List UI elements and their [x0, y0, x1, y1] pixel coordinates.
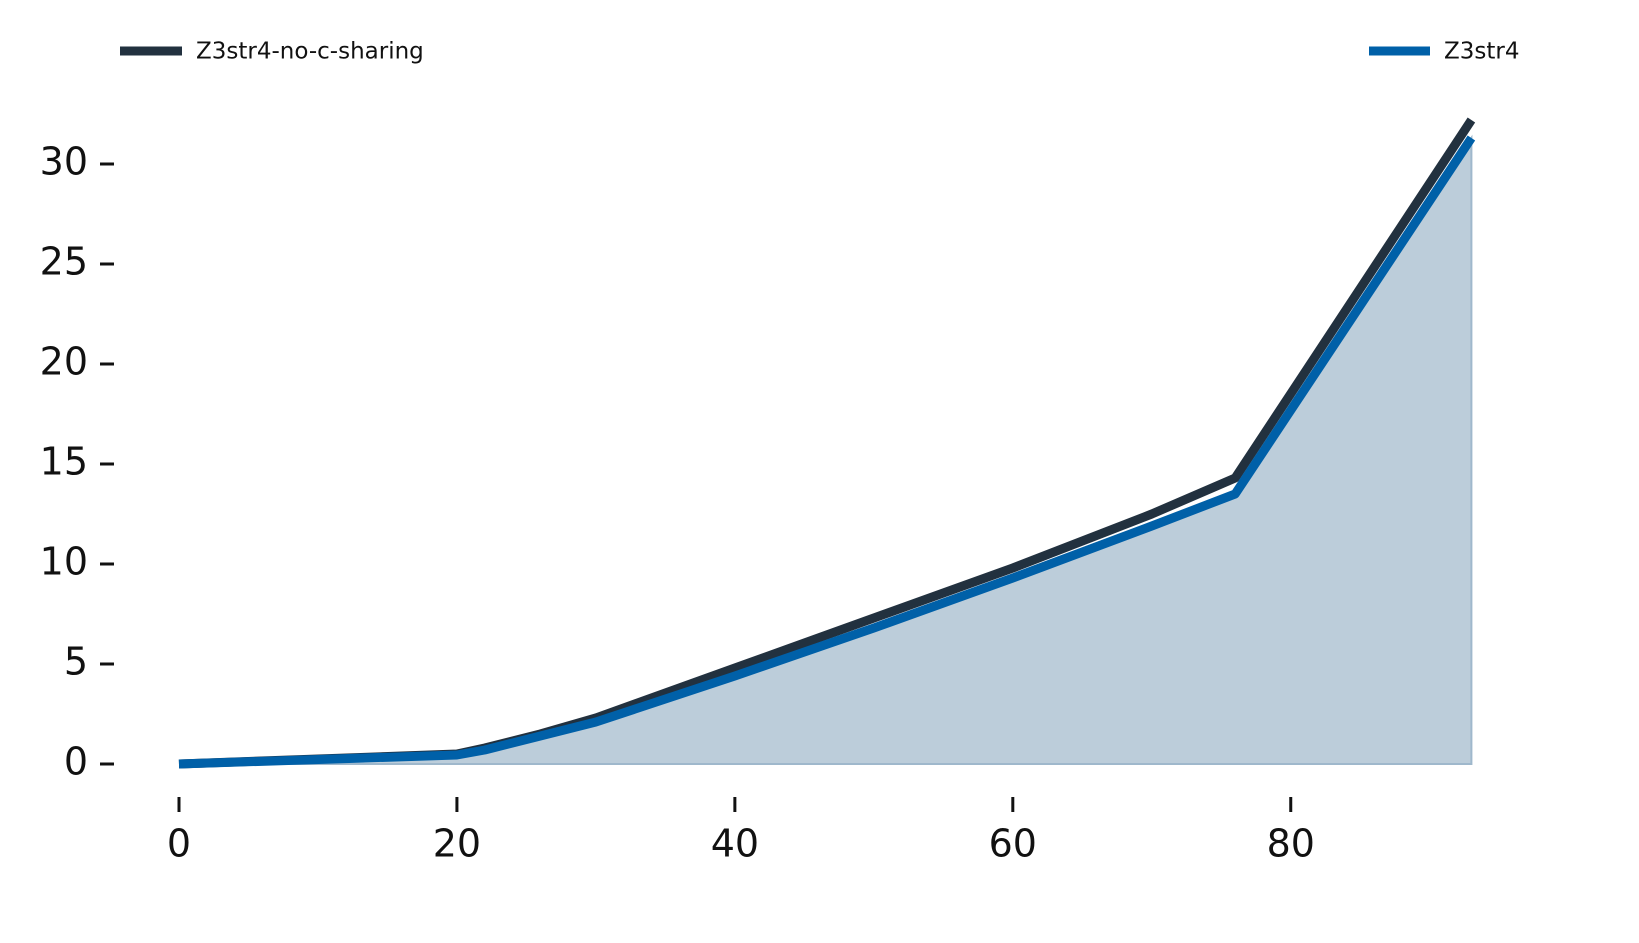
x-tick-label: 80: [1267, 822, 1315, 866]
legend-label: Z3str4-no-c-sharing: [196, 39, 424, 65]
x-tick-label: 20: [433, 822, 481, 866]
y-tick-label: 30: [40, 140, 88, 184]
y-tick-label: 15: [40, 440, 88, 484]
y-tick-label: 5: [64, 640, 88, 684]
y-tick-label: 20: [40, 340, 88, 384]
y-tick-label: 0: [64, 740, 88, 784]
x-tick-label: 0: [167, 822, 191, 866]
y-tick-label: 10: [40, 540, 88, 584]
area: [178, 134, 1473, 765]
y-tick-label: 25: [40, 240, 88, 284]
x-tick-label: 40: [711, 822, 759, 866]
line: [178, 135, 1476, 769]
legend-label: Z3str4: [1444, 39, 1519, 65]
x-tick-label: 60: [989, 822, 1037, 866]
